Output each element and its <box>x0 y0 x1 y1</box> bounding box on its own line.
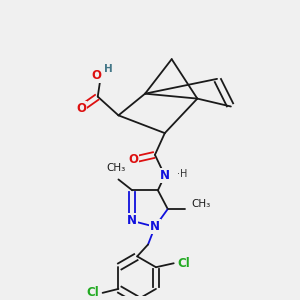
Text: O: O <box>92 69 102 82</box>
Text: O: O <box>128 153 138 166</box>
Text: ·H: ·H <box>177 169 187 178</box>
Text: Cl: Cl <box>86 286 99 299</box>
Text: Cl: Cl <box>177 257 190 270</box>
Text: CH₃: CH₃ <box>191 199 211 209</box>
Text: N: N <box>127 214 137 227</box>
Text: CH₃: CH₃ <box>107 163 126 172</box>
Text: O: O <box>76 102 86 115</box>
Text: N: N <box>160 169 170 182</box>
Text: H: H <box>104 64 113 74</box>
Text: N: N <box>150 220 160 233</box>
